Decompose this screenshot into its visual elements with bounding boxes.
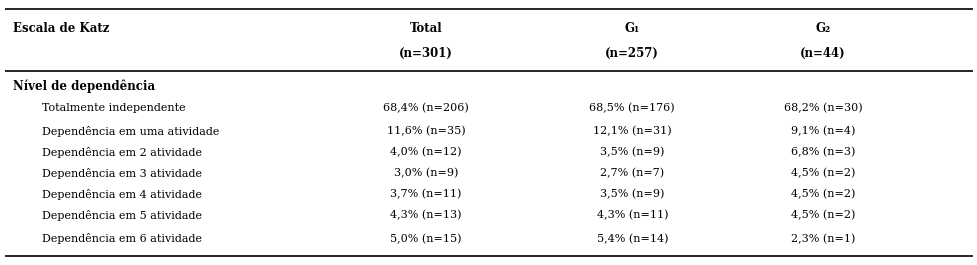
Text: G₂: G₂ <box>815 22 829 35</box>
Text: 3,5% (n=9): 3,5% (n=9) <box>600 147 663 157</box>
Text: Dependência em 3 atividade: Dependência em 3 atividade <box>42 168 201 179</box>
Text: Dependência em 6 atividade: Dependência em 6 atividade <box>42 233 201 244</box>
Text: Totalmente independente: Totalmente independente <box>42 103 185 113</box>
Text: 5,0% (n=15): 5,0% (n=15) <box>390 233 461 244</box>
Text: (n=44): (n=44) <box>799 47 845 60</box>
Text: Total: Total <box>409 22 442 35</box>
Text: 68,5% (n=176): 68,5% (n=176) <box>589 102 674 113</box>
Text: Nível de dependência: Nível de dependência <box>13 80 154 93</box>
Text: 68,2% (n=30): 68,2% (n=30) <box>783 102 862 113</box>
Text: (n=257): (n=257) <box>605 47 658 60</box>
Text: 12,1% (n=31): 12,1% (n=31) <box>592 126 671 136</box>
Text: (n=301): (n=301) <box>399 47 452 60</box>
Text: 4,5% (n=2): 4,5% (n=2) <box>790 210 854 220</box>
Text: 4,0% (n=12): 4,0% (n=12) <box>390 147 461 157</box>
Text: Dependência em uma atividade: Dependência em uma atividade <box>42 126 219 137</box>
Text: 3,0% (n=9): 3,0% (n=9) <box>394 168 458 178</box>
Text: 6,8% (n=3): 6,8% (n=3) <box>790 147 854 157</box>
Text: Dependência em 2 atividade: Dependência em 2 atividade <box>42 147 201 158</box>
Text: 4,3% (n=13): 4,3% (n=13) <box>390 210 461 220</box>
Text: 5,4% (n=14): 5,4% (n=14) <box>596 233 667 244</box>
Text: 2,3% (n=1): 2,3% (n=1) <box>790 233 854 244</box>
Text: 4,5% (n=2): 4,5% (n=2) <box>790 168 854 178</box>
Text: 9,1% (n=4): 9,1% (n=4) <box>790 126 854 136</box>
Text: Dependência em 4 atividade: Dependência em 4 atividade <box>42 189 201 200</box>
Text: Escala de Katz: Escala de Katz <box>13 22 108 35</box>
Text: 11,6% (n=35): 11,6% (n=35) <box>386 126 465 136</box>
Text: 3,7% (n=11): 3,7% (n=11) <box>390 189 461 199</box>
Text: 4,3% (n=11): 4,3% (n=11) <box>596 210 667 220</box>
Text: 3,5% (n=9): 3,5% (n=9) <box>600 189 663 199</box>
Text: 68,4% (n=206): 68,4% (n=206) <box>383 102 468 113</box>
Text: 2,7% (n=7): 2,7% (n=7) <box>600 168 663 178</box>
Text: 4,5% (n=2): 4,5% (n=2) <box>790 189 854 199</box>
Text: Dependência em 5 atividade: Dependência em 5 atividade <box>42 210 201 221</box>
Text: G₁: G₁ <box>624 22 639 35</box>
